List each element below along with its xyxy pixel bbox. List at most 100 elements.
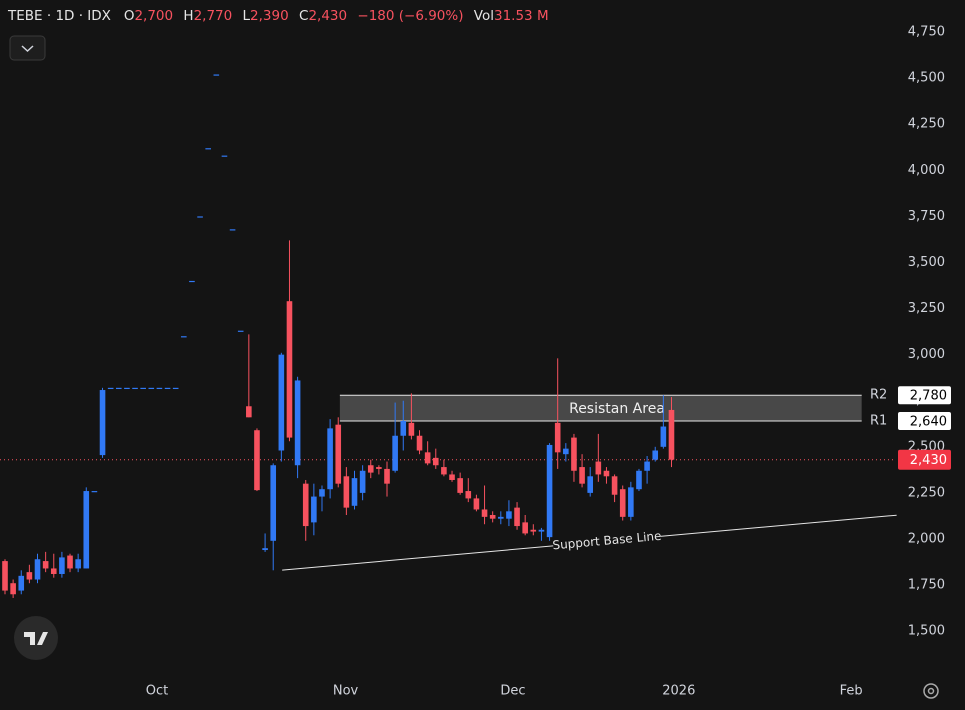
- candle-body: [595, 461, 602, 475]
- candle-body: [611, 476, 618, 495]
- candle-body: [34, 559, 41, 580]
- candle-body: [668, 409, 675, 460]
- x-tick-label: Oct: [146, 684, 168, 699]
- candle-body: [59, 557, 65, 574]
- y-tick-label: 3,250: [908, 301, 945, 316]
- candle-body: [506, 511, 512, 519]
- candle-body: [441, 467, 447, 475]
- candle-body: [628, 487, 634, 517]
- candle-body: [319, 489, 325, 497]
- candle-body: [530, 529, 537, 532]
- y-tick-label: 3,750: [908, 209, 945, 224]
- candle-body: [514, 507, 520, 527]
- candle-body: [351, 478, 358, 506]
- candle-body: [18, 575, 25, 591]
- candle-body: [67, 555, 73, 569]
- candle-body: [221, 155, 228, 157]
- candle-body: [197, 216, 203, 218]
- candle-body: [189, 280, 195, 283]
- logo-mark: [24, 632, 48, 645]
- candle-body: [99, 390, 106, 456]
- candle-body: [107, 387, 114, 390]
- price-badge-label: 2,780: [910, 389, 947, 404]
- ohlc-key: H: [183, 8, 194, 24]
- candle-body: [603, 470, 610, 477]
- support-label-bg: [552, 529, 662, 553]
- resistance-name: R1: [870, 413, 887, 428]
- y-tick-label: 4,500: [908, 71, 945, 86]
- ohlc-value: 2,430: [308, 8, 348, 24]
- y-tick-label: 3,000: [908, 347, 945, 362]
- candle-body: [619, 489, 626, 517]
- candle-body: [42, 561, 49, 569]
- candle-body: [26, 572, 33, 580]
- candle-body: [75, 559, 81, 569]
- x-tick-label: Dec: [500, 684, 525, 699]
- candle-body: [554, 422, 561, 453]
- candle-body: [91, 491, 98, 493]
- chevron-icon: [21, 45, 34, 53]
- candle-body: [229, 229, 236, 231]
- y-tick-label: 4,750: [908, 25, 945, 40]
- candle-body: [497, 516, 504, 519]
- candle-body: [311, 496, 317, 523]
- x-tick-label: Nov: [333, 684, 359, 699]
- y-tick-label: 3,500: [908, 255, 945, 270]
- candle-body: [246, 406, 252, 418]
- candle-body: [432, 457, 439, 466]
- ohlc-key: C: [299, 8, 309, 24]
- candle-body: [335, 424, 342, 484]
- header: TEBE · 1D · IDX O2,700 H2,770 L2,390 C2,…: [8, 8, 555, 24]
- candle-body: [481, 509, 488, 517]
- candle-body: [343, 476, 350, 508]
- price-badge-label: 2,430: [910, 453, 947, 468]
- settings-icon-center: [927, 687, 935, 695]
- y-tick-label: 4,000: [908, 163, 945, 178]
- collapse-button[interactable]: [9, 35, 46, 61]
- candle-body: [302, 483, 309, 527]
- symbol: TEBE · 1D · IDX: [8, 8, 111, 24]
- volume-value: 31.53 M: [494, 8, 549, 24]
- candle-body: [489, 515, 496, 519]
- price-badge: [898, 449, 951, 470]
- candle-body: [286, 301, 293, 438]
- price-badge: [898, 411, 951, 430]
- candle-body: [156, 387, 163, 390]
- candle-body: [205, 148, 211, 150]
- candle-body: [465, 491, 472, 499]
- settings-icon[interactable]: [923, 683, 939, 699]
- candle-body: [2, 561, 8, 591]
- candle-body: [172, 387, 179, 390]
- candle-body: [408, 422, 415, 436]
- candle-body: [262, 548, 268, 551]
- candle-body: [50, 568, 57, 574]
- candle-body: [660, 426, 667, 447]
- resistance-area: [339, 395, 862, 421]
- candle-body: [416, 435, 423, 451]
- candle-body: [522, 522, 528, 534]
- y-tick-label: 2,250: [908, 485, 945, 500]
- resistance-name: R2: [870, 388, 887, 403]
- candle-body: [392, 435, 398, 471]
- x-tick-label: Feb: [840, 684, 863, 699]
- support-label: Support Base Line: [552, 529, 662, 553]
- candle-body: [294, 380, 301, 466]
- candle-body: [327, 428, 333, 490]
- candle-body: [449, 474, 455, 480]
- candle-body: [400, 420, 407, 436]
- candle-body: [254, 430, 260, 491]
- candle-body: [652, 450, 659, 460]
- candle-body: [473, 498, 480, 510]
- candle-body: [124, 387, 130, 390]
- ohlc-value: 2,770: [193, 8, 233, 24]
- candle-body: [424, 452, 431, 464]
- candle-body: [181, 336, 187, 338]
- y-tick-label: 1,750: [908, 578, 945, 593]
- candle-body: [10, 583, 16, 595]
- price-badge: [898, 386, 951, 405]
- candle-body: [213, 74, 220, 76]
- candle-body: [359, 470, 366, 493]
- change: −180 (−6.90%): [357, 8, 464, 24]
- candle-body: [644, 461, 650, 471]
